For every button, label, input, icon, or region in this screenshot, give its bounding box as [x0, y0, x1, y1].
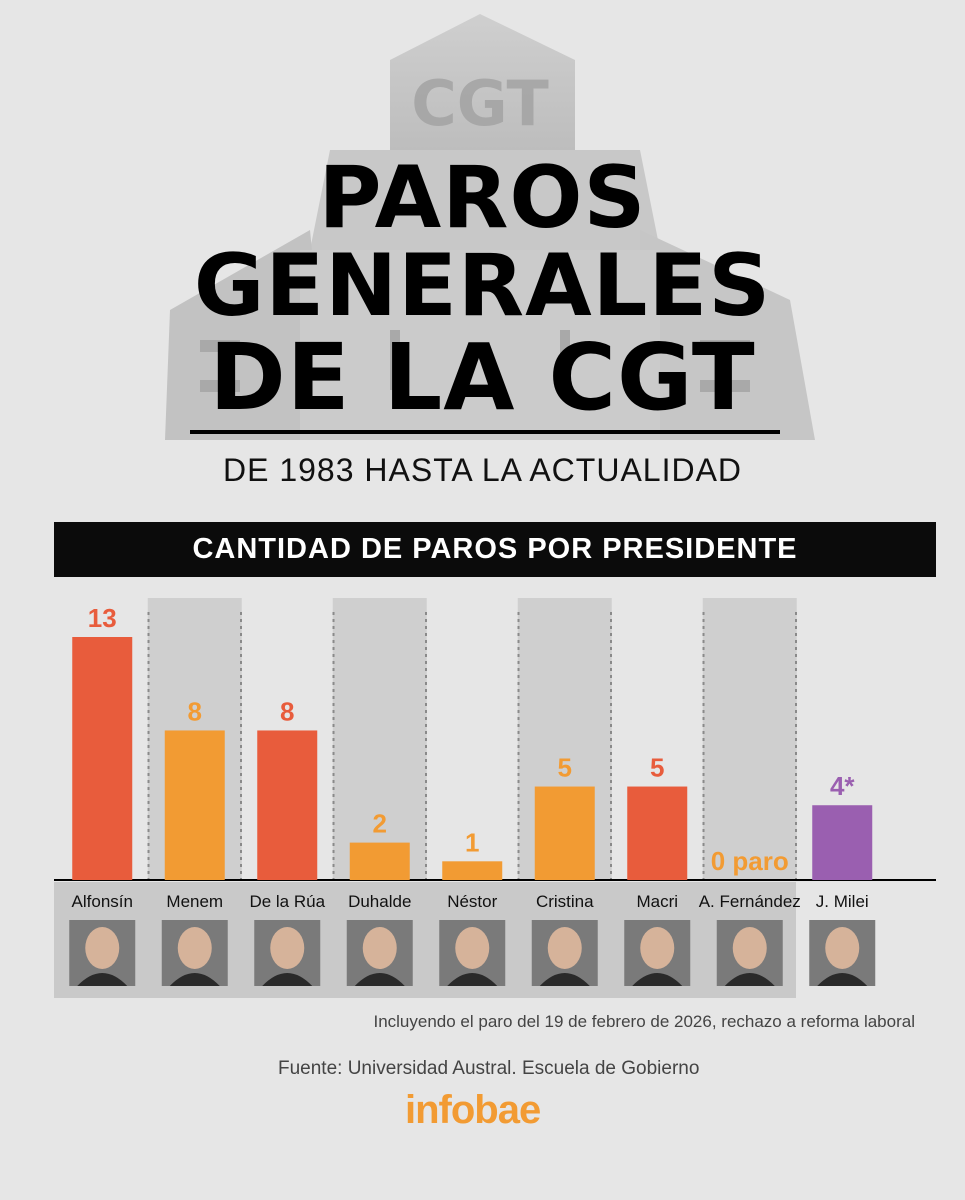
portrait-suit-macri [632, 973, 683, 986]
portrait-suit-alfonsin [77, 973, 128, 986]
category-label-cristina: Cristina [536, 892, 594, 911]
shaded-column-a-fernandez [702, 598, 797, 880]
portrait-face-j-milei [825, 927, 860, 969]
portrait-suit-duhalde [354, 973, 405, 986]
bar-de-la-rua [257, 730, 318, 880]
category-label-menem: Menem [166, 892, 223, 911]
data-label-duhalde: 2 [373, 809, 387, 839]
shaded-column-duhalde [332, 598, 427, 880]
bar-duhalde [349, 842, 410, 880]
footnote: Incluyendo el paro del 19 de febrero de … [373, 1012, 915, 1031]
data-label-alfonsin: 13 [88, 603, 117, 633]
bar-alfonsin [72, 637, 133, 880]
portrait-suit-de-la-rua [262, 973, 313, 986]
data-label-cristina: 5 [558, 753, 572, 783]
portrait-suit-j-milei [817, 973, 868, 986]
title-line-1: PAROS [318, 148, 647, 248]
portrait-suit-cristina [539, 973, 590, 986]
data-label-macri: 5 [650, 753, 664, 783]
category-label-j-milei: J. Milei [816, 892, 869, 911]
bar-cristina [534, 786, 595, 880]
portrait-suit-a-fernandez [724, 973, 775, 986]
category-label-macri: Macri [636, 892, 678, 911]
data-label-a-fernandez: 0 paro [711, 846, 789, 876]
portrait-face-alfonsin [85, 927, 120, 969]
title-divider [190, 430, 780, 434]
chart-banner: CANTIDAD DE PAROS POR PRESIDENTE [54, 522, 936, 577]
title-line-3: DE LA CGT [209, 324, 756, 431]
portrait-face-de-la-rua [270, 927, 305, 969]
category-label-duhalde: Duhalde [348, 892, 411, 911]
cgt-building-image: CGT [165, 14, 815, 440]
bar-j-milei [812, 805, 873, 880]
building-sign-text: CGT [411, 67, 549, 140]
portrait-suit-nestor [447, 973, 498, 986]
portrait-face-menem [177, 927, 212, 969]
portrait-suit-menem [169, 973, 220, 986]
bar-nestor [442, 861, 503, 880]
data-label-de-la-rua: 8 [280, 696, 294, 726]
category-label-a-fernandez: A. Fernández [699, 892, 801, 911]
portrait-face-cristina [547, 927, 582, 969]
portrait-face-nestor [455, 927, 490, 969]
data-label-menem: 8 [188, 696, 202, 726]
portrait-face-duhalde [362, 927, 397, 969]
subtitle: DE 1983 HASTA LA ACTUALIDAD [222, 452, 743, 488]
title-line-2: GENERALES [193, 236, 772, 336]
portrait-face-a-fernandez [732, 927, 767, 969]
category-label-de-la-rua: De la Rúa [249, 892, 325, 911]
portrait-face-macri [640, 927, 675, 969]
bar-menem [164, 730, 225, 880]
data-label-j-milei: 4* [830, 771, 855, 801]
bar-macri [627, 786, 688, 880]
category-label-alfonsin: Alfonsín [72, 892, 133, 911]
bar-chart: 13 Alfonsín 8 Menem 8 De la Rúa 2 Duhalde 1 Nésto… [54, 598, 936, 998]
category-label-nestor: Néstor [447, 892, 497, 911]
data-label-nestor: 1 [465, 827, 479, 857]
infobae-logo: infobae [405, 1088, 541, 1132]
source-note: Fuente: Universidad Austral. Escuela de … [278, 1058, 700, 1079]
